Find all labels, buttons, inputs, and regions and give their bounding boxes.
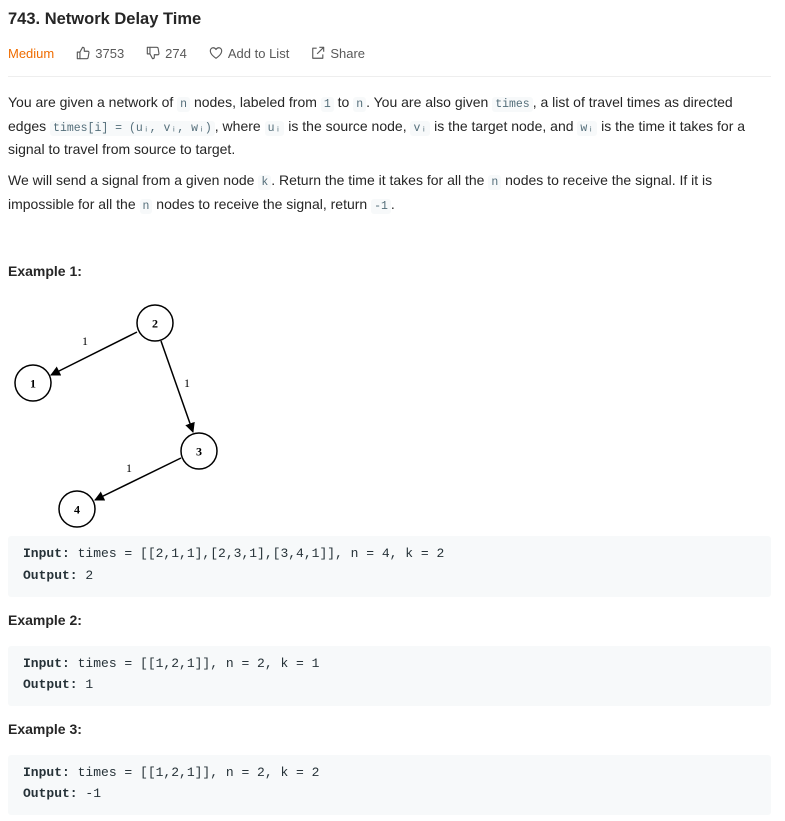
text: is the source node, [284, 117, 411, 134]
inline-code: 1 [320, 97, 334, 112]
example-1-code-block: Input: times = [[2,1,1],[2,3,1],[3,4,1]]… [8, 536, 771, 597]
problem-title: 743. Network Delay Time [8, 10, 202, 28]
output-value: 1 [77, 677, 94, 692]
inline-code: vᵢ [410, 120, 431, 136]
output-label: Output: [23, 568, 78, 583]
example-2-heading: Example 2: [8, 612, 82, 628]
graph-node-label: 4 [74, 503, 80, 517]
input-label: Input: [23, 765, 70, 780]
text: . [390, 195, 395, 212]
description-paragraph-2: We will send a signal from a given node … [8, 170, 771, 217]
example-1-input: Input: times = [[2,1,1],[2,3,1],[3,4,1]]… [23, 546, 444, 561]
text: , a list of travel times as directed edg… [8, 94, 733, 134]
problem-meta-bar: Medium 3753 274 Add to List [8, 44, 387, 62]
inline-code: n [139, 198, 153, 214]
graph-edge-3-4 [94, 457, 182, 501]
add-to-list-label: Add to List [227, 45, 290, 61]
example-2-input: Input: times = [[1,2,1]], n = 2, k = 1 [23, 656, 319, 671]
difficulty-badge: Medium [8, 45, 55, 61]
output-value: -1 [77, 786, 102, 801]
input-value: times = [[2,1,1],[2,3,1],[3,4,1]], n = 4… [69, 546, 445, 561]
example-3-code-block: Input: times = [[1,2,1]], n = 2, k = 2 O… [8, 755, 771, 815]
graph-node-label: 3 [196, 445, 202, 459]
text: , where [214, 117, 265, 134]
output-label: Output: [23, 677, 78, 692]
example-3-heading: Example 3: [8, 721, 82, 737]
graph-node-2 [136, 304, 174, 342]
header-divider [8, 76, 771, 77]
text: You are given a network of [8, 94, 178, 110]
example-2-code-block: Input: times = [[1,2,1]], n = 2, k = 1 O… [8, 646, 771, 706]
text: . Return the time it takes for all the [271, 172, 489, 188]
edge-weight-label: 1 [184, 376, 190, 390]
graph-node-3 [180, 432, 218, 470]
input-label: Input: [23, 546, 70, 561]
input-value: times = [[1,2,1]], n = 2, k = 2 [69, 765, 320, 780]
inline-code: times [492, 97, 533, 112]
example-3-input: Input: times = [[1,2,1]], n = 2, k = 2 [23, 765, 319, 780]
inline-code: n [353, 97, 367, 112]
example-3-output: Output: -1 [23, 786, 101, 801]
dislike-button[interactable]: 274 [146, 46, 187, 61]
example-2-output: Output: 1 [23, 677, 93, 692]
graph-node-label: 2 [152, 317, 158, 331]
inline-code: n [177, 97, 191, 112]
description-paragraph-1: You are given a network of n nodes, labe… [8, 92, 771, 161]
graph-edge-2-1 [50, 331, 138, 376]
input-label: Input: [23, 656, 70, 671]
heart-icon [209, 47, 223, 59]
graph-node-1 [14, 364, 52, 402]
graph-edge-2-3 [160, 340, 195, 433]
edge-weight-label: 1 [126, 461, 132, 475]
inline-code: times[i] = (uᵢ, vᵢ, wᵢ) [50, 120, 215, 136]
output-value: 2 [77, 568, 94, 583]
output-label: Output: [23, 786, 78, 801]
add-to-list-button[interactable]: Add to List [209, 46, 289, 61]
share-button[interactable]: Share [311, 46, 365, 61]
text: We will send a signal from a given node [8, 172, 259, 188]
example-1-output: Output: 2 [23, 568, 93, 583]
share-icon [312, 46, 325, 59]
thumbs-up-icon [76, 46, 90, 60]
text: is the target node, and [430, 117, 578, 134]
inline-code: k [258, 175, 272, 190]
dislike-count: 274 [165, 45, 187, 61]
inline-code: n [488, 175, 502, 190]
like-button[interactable]: 3753 [76, 46, 124, 61]
text: nodes to receive the signal. If it is im… [8, 172, 713, 212]
inline-code: wᵢ [577, 120, 598, 136]
graph-node-4 [58, 490, 96, 528]
input-value: times = [[1,2,1]], n = 2, k = 1 [69, 656, 320, 671]
text: nodes to receive the signal, return [152, 195, 372, 212]
share-label: Share [330, 45, 366, 61]
text: nodes, labeled from [190, 94, 321, 110]
inline-code: -1 [371, 198, 391, 214]
text: . You are also given [366, 94, 493, 110]
text: to [333, 94, 354, 110]
like-count: 3753 [95, 45, 125, 61]
inline-code: uᵢ [264, 120, 285, 136]
example-1-graph: 1 1 1 1 2 3 4 [14, 304, 218, 528]
text: is the time it takes for a signal to tra… [8, 117, 746, 158]
graph-node-label: 1 [30, 377, 36, 391]
thumbs-down-icon [146, 46, 160, 60]
example-1-heading: Example 1: [8, 263, 82, 279]
edge-weight-label: 1 [82, 334, 88, 348]
